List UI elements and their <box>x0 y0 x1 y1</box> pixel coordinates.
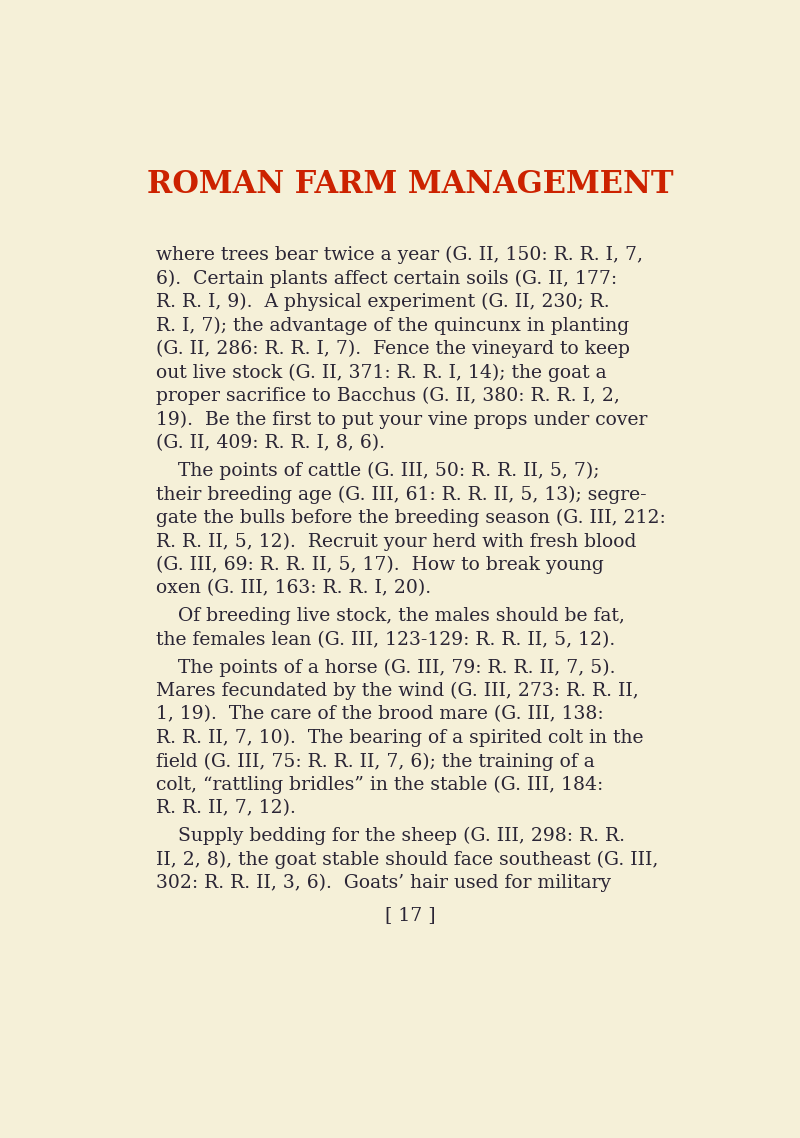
Text: ROMAN FARM MANAGEMENT: ROMAN FARM MANAGEMENT <box>146 170 674 200</box>
Text: the females lean (G. III, 123-129: R. R. II, 5, 12).: the females lean (G. III, 123-129: R. R.… <box>156 630 615 649</box>
Text: R. R. II, 5, 12).  Recruit your herd with fresh blood: R. R. II, 5, 12). Recruit your herd with… <box>156 533 636 551</box>
Text: 302: R. R. II, 3, 6).  Goats’ hair used for military: 302: R. R. II, 3, 6). Goats’ hair used f… <box>156 874 611 892</box>
Text: R. I, 7); the advantage of the quincunx in planting: R. I, 7); the advantage of the quincunx … <box>156 316 629 335</box>
Text: their breeding age (G. III, 61: R. R. II, 5, 13); segre-: their breeding age (G. III, 61: R. R. II… <box>156 485 646 503</box>
Text: II, 2, 8), the goat stable should face southeast (G. III,: II, 2, 8), the goat stable should face s… <box>156 851 658 869</box>
Text: R. R. II, 7, 12).: R. R. II, 7, 12). <box>156 799 296 817</box>
Text: out live stock (G. II, 371: R. R. I, 14); the goat a: out live stock (G. II, 371: R. R. I, 14)… <box>156 363 606 381</box>
Text: Of breeding live stock, the males should be fat,: Of breeding live stock, the males should… <box>178 607 624 625</box>
Text: Mares fecundated by the wind (G. III, 273: R. R. II,: Mares fecundated by the wind (G. III, 27… <box>156 682 638 700</box>
Text: Supply bedding for the sheep (G. III, 298: R. R.: Supply bedding for the sheep (G. III, 29… <box>178 827 625 846</box>
Text: oxen (G. III, 163: R. R. I, 20).: oxen (G. III, 163: R. R. I, 20). <box>156 579 431 597</box>
Text: R. R. II, 7, 10).  The bearing of a spirited colt in the: R. R. II, 7, 10). The bearing of a spiri… <box>156 729 643 748</box>
Text: colt, “rattling bridles” in the stable (G. III, 184:: colt, “rattling bridles” in the stable (… <box>156 776 603 794</box>
Text: (G. II, 286: R. R. I, 7).  Fence the vineyard to keep: (G. II, 286: R. R. I, 7). Fence the vine… <box>156 340 630 358</box>
Text: The points of cattle (G. III, 50: R. R. II, 5, 7);: The points of cattle (G. III, 50: R. R. … <box>178 462 599 480</box>
Text: 6).  Certain plants affect certain soils (G. II, 177:: 6). Certain plants affect certain soils … <box>156 270 617 288</box>
Text: where trees bear twice a year (G. II, 150: R. R. I, 7,: where trees bear twice a year (G. II, 15… <box>156 246 643 264</box>
Text: gate the bulls before the breeding season (G. III, 212:: gate the bulls before the breeding seaso… <box>156 509 666 527</box>
Text: (G. II, 409: R. R. I, 8, 6).: (G. II, 409: R. R. I, 8, 6). <box>156 434 385 452</box>
Text: 1, 19).  The care of the brood mare (G. III, 138:: 1, 19). The care of the brood mare (G. I… <box>156 706 603 724</box>
Text: field (G. III, 75: R. R. II, 7, 6); the training of a: field (G. III, 75: R. R. II, 7, 6); the … <box>156 752 594 770</box>
Text: 19).  Be the first to put your vine props under cover: 19). Be the first to put your vine props… <box>156 411 647 429</box>
Text: [ 17 ]: [ 17 ] <box>385 907 435 924</box>
Text: R. R. I, 9).  A physical experiment (G. II, 230; R.: R. R. I, 9). A physical experiment (G. I… <box>156 294 610 312</box>
Text: proper sacrifice to Bacchus (G. II, 380: R. R. I, 2,: proper sacrifice to Bacchus (G. II, 380:… <box>156 387 620 405</box>
Text: (G. III, 69: R. R. II, 5, 17).  How to break young: (G. III, 69: R. R. II, 5, 17). How to br… <box>156 555 603 574</box>
Text: The points of a horse (G. III, 79: R. R. II, 7, 5).: The points of a horse (G. III, 79: R. R.… <box>178 659 615 677</box>
